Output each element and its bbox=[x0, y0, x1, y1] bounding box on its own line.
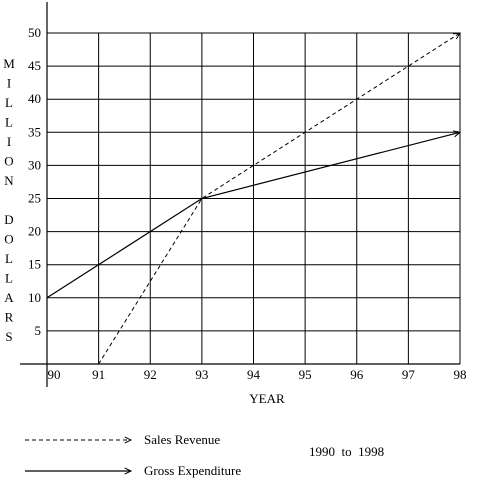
y-axis-title-letter: L bbox=[5, 95, 13, 110]
series-line-1 bbox=[98, 32, 461, 365]
y-axis-title-letter: O bbox=[4, 154, 13, 169]
y-tick-label: 35 bbox=[28, 124, 41, 139]
series-line-2 bbox=[46, 131, 461, 299]
x-tick-label: 98 bbox=[454, 367, 467, 382]
legend-arrowhead-2 bbox=[124, 467, 133, 475]
tick-labels: 5 10 15 20 25 30 35 40 45 50 90 91 92 93 94 95 96 97 98 bbox=[28, 25, 467, 382]
y-axis-title-letter: S bbox=[5, 329, 12, 344]
x-tick-label: 91 bbox=[92, 367, 105, 382]
y-axis-title-letter: O bbox=[4, 232, 13, 247]
y-tick-label: 25 bbox=[28, 191, 41, 206]
series-arrowhead-2 bbox=[453, 130, 462, 138]
legend-label-1: Sales Revenue bbox=[144, 432, 220, 447]
series bbox=[46, 32, 462, 365]
y-axis-title-letter: L bbox=[5, 251, 13, 266]
y-axis-title-letter: L bbox=[5, 115, 13, 130]
y-axis-title-letter: N bbox=[4, 173, 14, 188]
x-tick-label: 95 bbox=[299, 367, 312, 382]
x-tick-label: 90 bbox=[48, 367, 61, 382]
y-axis-title-letter: R bbox=[5, 310, 14, 325]
y-tick-label: 50 bbox=[28, 25, 41, 40]
y-tick-label: 15 bbox=[28, 257, 41, 272]
y-axis-title-letter: I bbox=[7, 134, 11, 149]
y-tick-label: 20 bbox=[28, 224, 41, 239]
legend: Sales Revenue Gross Expenditure bbox=[25, 432, 241, 478]
legend-arrowhead-1 bbox=[124, 436, 133, 444]
grid bbox=[47, 32, 461, 364]
y-tick-label: 10 bbox=[28, 290, 41, 305]
y-axis-title-letter: A bbox=[4, 290, 14, 305]
y-axis-title-letter: D bbox=[4, 212, 13, 227]
axes bbox=[20, 2, 460, 387]
y-axis-title-letter: I bbox=[7, 76, 11, 91]
x-tick-label: 92 bbox=[144, 367, 157, 382]
y-axis-title-letter: M bbox=[3, 56, 15, 71]
x-tick-label: 97 bbox=[402, 367, 416, 382]
x-axis-title: YEAR bbox=[249, 391, 285, 406]
x-tick-label: 94 bbox=[247, 367, 261, 382]
y-axis-title-letter: L bbox=[5, 271, 13, 286]
x-tick-label: 96 bbox=[350, 367, 364, 382]
legend-label-2: Gross Expenditure bbox=[144, 463, 241, 478]
year-range-annotation: 1990 to 1998 bbox=[309, 444, 384, 459]
y-tick-label: 5 bbox=[35, 323, 42, 338]
series-arrowhead-1 bbox=[452, 32, 461, 40]
y-tick-label: 30 bbox=[28, 157, 41, 172]
y-tick-label: 45 bbox=[28, 58, 41, 73]
x-tick-label: 93 bbox=[195, 367, 208, 382]
y-tick-label: 40 bbox=[28, 91, 41, 106]
